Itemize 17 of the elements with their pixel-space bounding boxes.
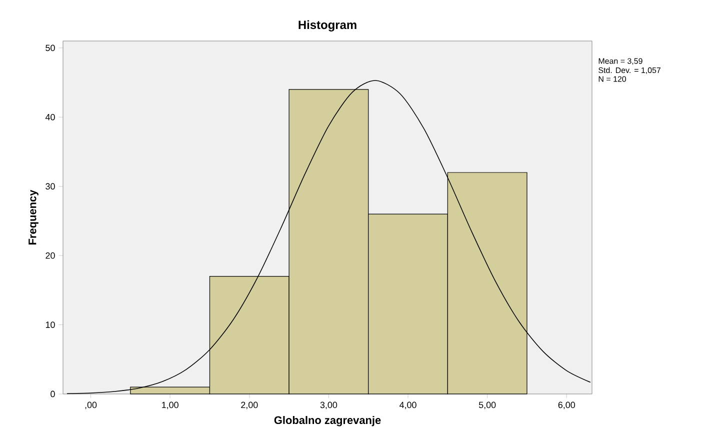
x-tick-label: 6,00	[558, 402, 576, 410]
y-tick-label: 30	[46, 183, 55, 190]
x-tick-label: 4,00	[399, 402, 416, 410]
y-tick-label: 50	[46, 44, 55, 52]
x-tick-label: 2,00	[241, 402, 258, 410]
x-tick-label: 3,00	[320, 402, 338, 410]
y-axis-title: Frequency	[28, 190, 38, 244]
chart-title: Histogram	[298, 20, 356, 32]
x-axis-title: Globalno zagrevanje	[274, 416, 381, 426]
y-tick-label: 10	[46, 322, 55, 328]
y-tick-label: 40	[45, 114, 55, 120]
y-tick-label: 0	[50, 390, 55, 398]
x-tick-label: 5,00	[478, 402, 496, 410]
x-tick-label: 1,00	[162, 402, 178, 410]
y-tick-label: 20	[46, 252, 55, 259]
x-tick-label: ,00	[85, 402, 97, 410]
line-series	[66, 80, 591, 394]
